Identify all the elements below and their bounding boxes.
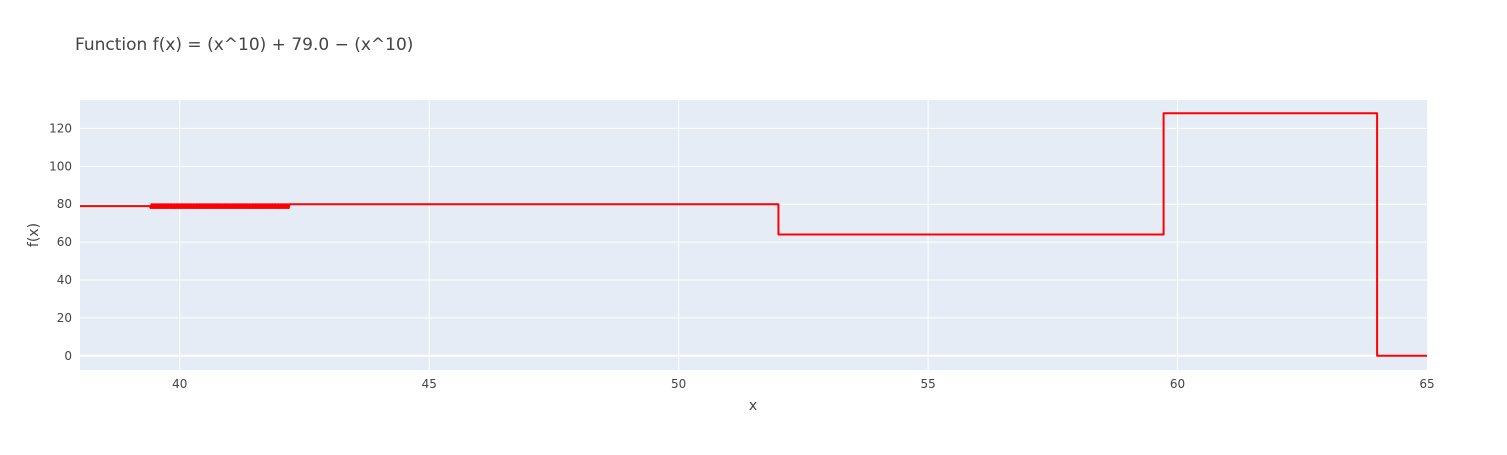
x-axis-title: x xyxy=(749,398,757,414)
grid xyxy=(80,100,1427,370)
y-tick-label: 80 xyxy=(57,197,72,211)
y-axis-title: f(x) xyxy=(26,223,42,247)
y-tick-label: 120 xyxy=(49,121,72,135)
x-tick-label: 45 xyxy=(422,377,437,391)
y-tick-label: 40 xyxy=(57,273,72,287)
x-tick-label: 55 xyxy=(920,377,935,391)
plot-area xyxy=(80,100,1427,370)
x-tick-label: 40 xyxy=(172,377,187,391)
chart-title: Function f(x) = (x^10) + 79.0 − (x^10) xyxy=(75,35,413,55)
x-tick-label: 65 xyxy=(1419,377,1434,391)
y-tick-label: 60 xyxy=(57,235,72,249)
x-tick-label: 60 xyxy=(1170,377,1185,391)
tick-labels: 40 45 50 55 60 65 0 20 40 60 80 100 120 xyxy=(49,121,1435,391)
x-tick-label: 50 xyxy=(671,377,686,391)
series-lines xyxy=(80,112,1427,357)
series-line xyxy=(80,112,1427,357)
y-tick-label: 100 xyxy=(49,159,72,173)
y-tick-label: 0 xyxy=(64,349,72,363)
y-tick-label: 20 xyxy=(57,311,72,325)
